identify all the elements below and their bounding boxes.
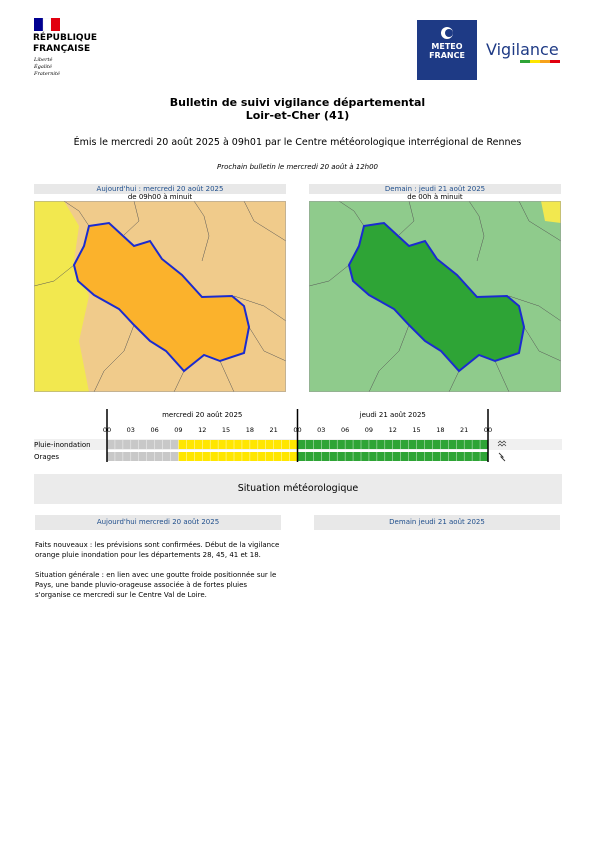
map-boundary [508,295,561,322]
hour-label: 03 [127,426,135,434]
map-boundary [494,360,510,392]
paragraph: Faits nouveaux : les prévisions sont con… [35,541,280,559]
map-boundary [63,201,90,227]
title-line: Bulletin de suivi vigilance départementa… [169,96,426,109]
meteo-icon [441,27,453,39]
department [347,221,526,373]
republique: RÉPUBLIQUE FRANÇAISE [33,33,97,55]
map-boundary [93,324,135,392]
title: Bulletin de suivi vigilance départementa… [0,96,595,122]
map-boundary [233,295,286,322]
map-boundary [518,201,561,242]
devise-line: Égalité [34,64,52,70]
rf-line: RÉPUBLIQUE [33,33,98,43]
timeline-segment [107,440,179,449]
timeline-segment [178,452,298,461]
map-boundary [123,201,140,236]
rf-line: FRANÇAISE [33,44,91,54]
hour-label: 06 [341,426,349,434]
map-neighbour [541,201,561,223]
row-label: Pluie-inondation [34,441,91,449]
column-header: Aujourd'hui mercredi 20 août 2025 [35,515,281,530]
devise: Liberté Égalité Fraternité [34,57,60,78]
map-frame [34,201,286,392]
hour-label: 18 [246,426,254,434]
map [34,201,286,392]
devise-line: Fraternité [34,71,60,77]
map-period: de 09h00 à minuit [127,193,193,201]
map-period: de 00h à minuit [407,193,463,201]
emitted: Émis le mercredi 20 août 2025 à 09h01 pa… [73,137,522,148]
meteo-line: METEO [431,42,463,51]
column-header: Demain jeudi 21 août 2025 [314,515,560,530]
devise-line: Liberté [34,57,53,63]
rain-icon [497,440,507,447]
map-title: Aujourd'hui : mercredi 20 août 2025 [34,184,286,194]
vigilance-bar [520,60,560,63]
row-label: Orages [34,453,59,461]
meteo-text: METEO FRANCE [417,42,477,60]
map-boundary [219,360,235,392]
situation-text: Faits nouveaux : les prévisions sont con… [35,540,283,600]
hour-label: 21 [270,426,278,434]
paragraph: Situation générale : en lien avec une go… [35,571,277,599]
map-boundary [398,201,415,236]
hour-label: 03 [317,426,325,434]
map-neighbour [34,201,89,392]
map-boundary [368,324,410,392]
marianne [34,18,60,31]
timeline: mercredi 20 août 2025 jeudi 21 août 2025 0… [34,409,562,462]
map-boundary [193,201,210,262]
meteo-line: FRANCE [429,51,465,60]
map-frame [309,201,561,392]
department [72,221,251,373]
title-line: Loir-et-Cher (41) [245,109,350,122]
map-boundary [173,370,185,392]
hour-label: 09 [365,426,373,434]
day-label: jeudi 21 août 2025 [359,411,426,419]
map-boundary [448,370,460,392]
map-boundary [243,201,286,242]
day-label: mercredi 20 août 2025 [162,411,242,419]
hour-label: 09 [174,426,182,434]
hour-label: 18 [436,426,444,434]
map-boundary [468,201,485,262]
map-title: Demain : jeudi 21 août 2025 [309,184,561,194]
hour-label: 12 [389,426,397,434]
meteo-logo: METEO FRANCE [417,20,477,80]
map-boundary [523,326,561,362]
map-boundary [309,264,350,287]
timeline-segment [178,440,298,449]
hour-label: 15 [222,426,230,434]
hour-label: 06 [150,426,158,434]
map-boundary [248,326,286,362]
map-boundary [338,201,365,227]
next-bulletin: Prochain bulletin le mercredi 20 août à … [217,163,378,171]
hour-label: 15 [412,426,420,434]
storm-icon [498,452,506,462]
situation-title: Situation météorologique [34,474,562,504]
hour-label: 21 [460,426,468,434]
vigilance-logo: Vigilance [486,40,559,59]
map [309,201,561,392]
map-boundary [34,264,75,287]
hour-label: 12 [198,426,206,434]
timeline-segment [107,452,179,461]
